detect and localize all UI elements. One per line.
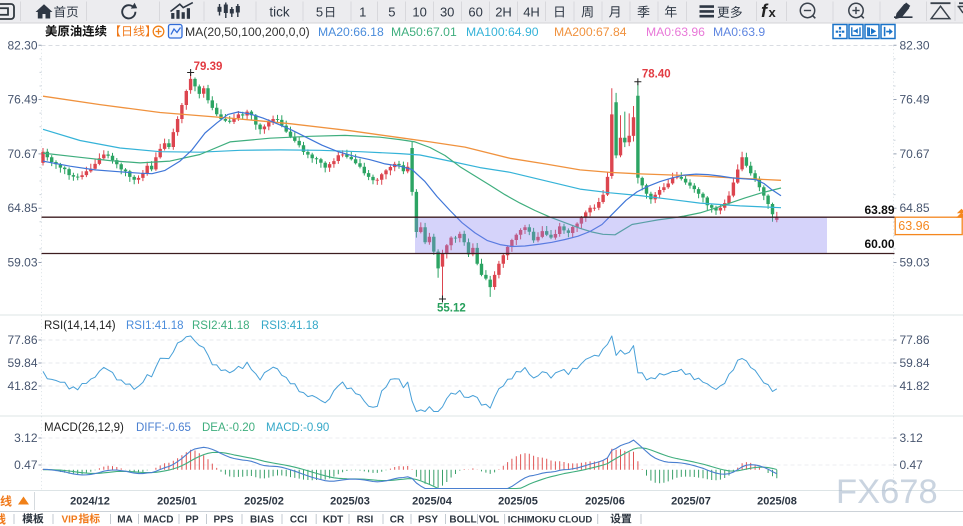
- svg-text:55.12: 55.12: [437, 303, 466, 315]
- svg-text:60: 60: [468, 5, 482, 20]
- svg-text:DIFF:-0.65: DIFF:-0.65: [136, 422, 191, 434]
- svg-text:MACD(26,12,9): MACD(26,12,9): [44, 422, 124, 434]
- svg-text:59.03: 59.03: [900, 256, 930, 270]
- svg-text:RSI: RSI: [357, 515, 374, 526]
- svg-text:76.49: 76.49: [900, 93, 930, 107]
- svg-text:ICHIMOKU CLOUD: ICHIMOKU CLOUD: [508, 515, 593, 526]
- svg-text:MA0:63.96: MA0:63.96: [646, 25, 705, 39]
- svg-text:60.00: 60.00: [864, 237, 894, 251]
- svg-text:PPS: PPS: [213, 515, 233, 526]
- svg-text:41.82: 41.82: [7, 379, 37, 393]
- svg-text:79.39: 79.39: [194, 61, 223, 73]
- svg-text:CR: CR: [390, 515, 405, 526]
- svg-text:10: 10: [412, 5, 426, 20]
- svg-text:MA100:64.90: MA100:64.90: [466, 25, 539, 39]
- svg-text:2025/07: 2025/07: [671, 496, 711, 508]
- svg-text:41.82: 41.82: [900, 379, 930, 393]
- svg-text:0.47: 0.47: [14, 458, 38, 472]
- svg-text:59.84: 59.84: [7, 356, 37, 370]
- svg-text:VOL: VOL: [479, 515, 500, 526]
- svg-text:63.89: 63.89: [864, 203, 894, 217]
- svg-text:59.84: 59.84: [900, 356, 930, 370]
- svg-text:MA: MA: [117, 515, 133, 526]
- svg-text:70.67: 70.67: [900, 147, 930, 161]
- svg-text:BIAS: BIAS: [250, 515, 274, 526]
- svg-text:RSI1:41.18: RSI1:41.18: [126, 320, 184, 332]
- svg-text:77.86: 77.86: [900, 333, 930, 347]
- svg-text:VIP: VIP: [61, 515, 77, 526]
- svg-text:CCI: CCI: [290, 515, 307, 526]
- svg-text:f: f: [761, 1, 769, 21]
- svg-text:1: 1: [359, 5, 366, 20]
- svg-text:BOLL: BOLL: [449, 515, 476, 526]
- svg-text:64.85: 64.85: [7, 201, 37, 215]
- svg-text:70.67: 70.67: [7, 147, 37, 161]
- svg-text:RSI2:41.18: RSI2:41.18: [192, 320, 250, 332]
- svg-text:2024/12: 2024/12: [70, 496, 110, 508]
- svg-text:78.40: 78.40: [642, 69, 671, 81]
- svg-text:x: x: [769, 5, 777, 20]
- svg-text:2025/04: 2025/04: [412, 496, 453, 508]
- svg-text:5: 5: [316, 5, 323, 20]
- svg-text:2025/02: 2025/02: [244, 496, 284, 508]
- svg-text:DEA:-0.20: DEA:-0.20: [202, 422, 255, 434]
- svg-text:2H: 2H: [495, 5, 512, 20]
- svg-text:PP: PP: [185, 515, 199, 526]
- svg-text:3.12: 3.12: [900, 431, 924, 445]
- svg-text:MA20:66.18: MA20:66.18: [318, 25, 384, 39]
- svg-text:RSI(14,14,14): RSI(14,14,14): [44, 320, 116, 332]
- svg-text:KDT: KDT: [323, 515, 344, 526]
- svg-text:76.49: 76.49: [7, 93, 37, 107]
- svg-text:MACD: MACD: [144, 515, 174, 526]
- svg-text:2025/08: 2025/08: [757, 496, 797, 508]
- svg-text:RSI3:41.18: RSI3:41.18: [261, 320, 319, 332]
- svg-text:MA(20,50,100,200,0,0): MA(20,50,100,200,0,0): [185, 25, 310, 39]
- svg-text:30: 30: [440, 5, 454, 20]
- svg-text:59.03: 59.03: [7, 256, 37, 270]
- svg-text:82.30: 82.30: [900, 38, 930, 52]
- svg-text:MACD:-0.90: MACD:-0.90: [266, 422, 329, 434]
- svg-text:MA50:67.01: MA50:67.01: [391, 25, 457, 39]
- svg-text:4H: 4H: [523, 5, 540, 20]
- svg-text:PSY: PSY: [418, 515, 438, 526]
- svg-text:82.30: 82.30: [7, 38, 37, 52]
- svg-text:tick: tick: [269, 5, 290, 20]
- svg-text:2025/05: 2025/05: [498, 496, 538, 508]
- svg-text:3.12: 3.12: [14, 431, 38, 445]
- svg-text:0.47: 0.47: [900, 458, 924, 472]
- svg-text:63.96: 63.96: [898, 219, 929, 233]
- svg-text:2025/06: 2025/06: [585, 496, 625, 508]
- svg-text:77.86: 77.86: [7, 333, 37, 347]
- svg-text:2025/01: 2025/01: [157, 496, 197, 508]
- svg-text:MA0:63.9: MA0:63.9: [713, 25, 765, 39]
- svg-text:5: 5: [388, 5, 395, 20]
- svg-text:2025/03: 2025/03: [330, 496, 370, 508]
- svg-text:FX678: FX678: [836, 473, 938, 511]
- svg-text:MA200:67.84: MA200:67.84: [554, 25, 627, 39]
- svg-text:64.85: 64.85: [900, 201, 930, 215]
